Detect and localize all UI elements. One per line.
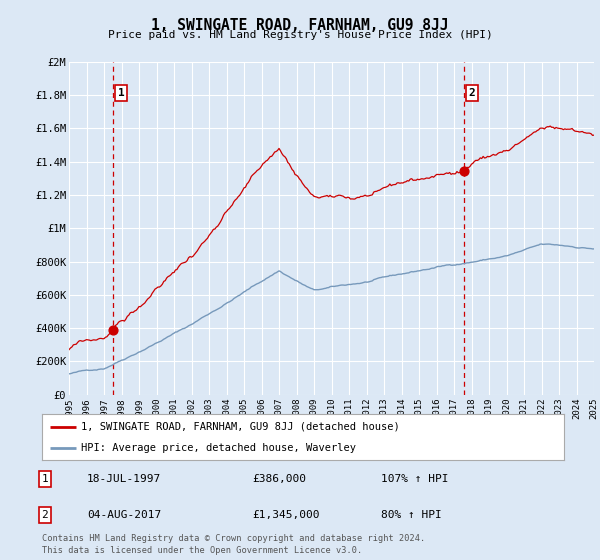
Text: 1: 1 xyxy=(41,474,49,484)
Text: 80% ↑ HPI: 80% ↑ HPI xyxy=(381,510,442,520)
Text: 107% ↑ HPI: 107% ↑ HPI xyxy=(381,474,449,484)
Text: 04-AUG-2017: 04-AUG-2017 xyxy=(87,510,161,520)
Text: Contains HM Land Registry data © Crown copyright and database right 2024.: Contains HM Land Registry data © Crown c… xyxy=(42,534,425,543)
Text: 2: 2 xyxy=(469,88,475,98)
Point xyxy=(460,166,469,175)
Text: 1, SWINGATE ROAD, FARNHAM, GU9 8JJ (detached house): 1, SWINGATE ROAD, FARNHAM, GU9 8JJ (deta… xyxy=(81,422,400,432)
Text: £386,000: £386,000 xyxy=(252,474,306,484)
Text: 1: 1 xyxy=(118,88,125,98)
Text: 18-JUL-1997: 18-JUL-1997 xyxy=(87,474,161,484)
Text: 2: 2 xyxy=(41,510,49,520)
Text: £1,345,000: £1,345,000 xyxy=(252,510,320,520)
Text: Price paid vs. HM Land Registry's House Price Index (HPI): Price paid vs. HM Land Registry's House … xyxy=(107,30,493,40)
Text: This data is licensed under the Open Government Licence v3.0.: This data is licensed under the Open Gov… xyxy=(42,546,362,555)
Text: 1, SWINGATE ROAD, FARNHAM, GU9 8JJ: 1, SWINGATE ROAD, FARNHAM, GU9 8JJ xyxy=(151,18,449,33)
Point xyxy=(109,326,118,335)
Text: HPI: Average price, detached house, Waverley: HPI: Average price, detached house, Wave… xyxy=(81,443,356,453)
